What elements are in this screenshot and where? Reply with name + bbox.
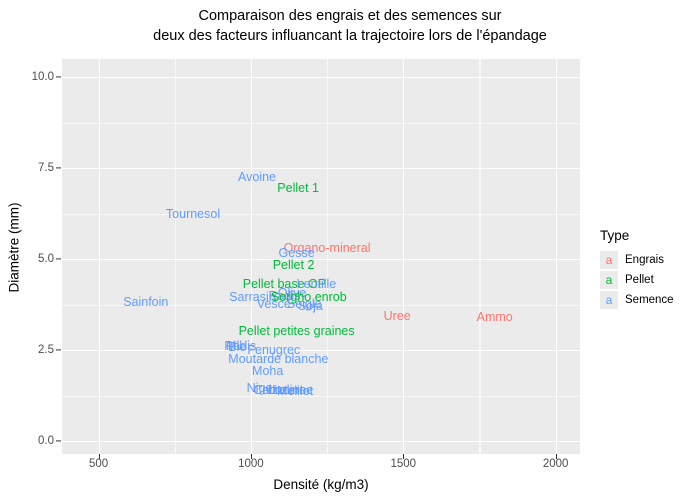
legend: Type a Engrais a Pellet a Semence [600,228,700,310]
legend-title: Type [600,228,630,243]
legend-item[interactable]: a Semence [600,290,700,310]
gridline-horizontal-minor [62,122,580,124]
data-point-label: Avoine [238,170,276,185]
data-point-label: Colza [253,382,286,397]
data-point-label: Ammo [476,310,513,325]
data-point-label: Pellet 2 [272,257,315,272]
data-point-label: Mil [226,338,243,353]
y-tick-label: 7.5 [38,162,54,175]
data-point-label: Olive [277,285,307,300]
x-tick-label: 1500 [390,458,417,470]
gridline-horizontal-minor [62,304,580,306]
chart-title: Comparaison des engrais et des semences … [0,6,700,46]
gridline-vertical-minor [327,59,329,454]
y-tick-label: 0.0 [38,435,54,448]
y-tick-mark [56,440,61,442]
x-axis-title: Densité (kg/m3) [273,477,369,492]
gridline-vertical-minor [174,59,176,454]
gridline-horizontal-major [62,259,580,261]
data-point-label: Uree [383,309,411,324]
legend-key-glyph: a [600,271,618,289]
y-tick-label: 2.5 [38,344,54,357]
y-tick-mark [56,349,61,351]
y-tick-mark [56,258,61,260]
data-point-label: Radis [268,288,301,303]
data-point-label: Lentille [296,276,337,291]
data-point-label: Pellet base OP [242,276,327,291]
y-tick-label: 10.0 [31,71,54,84]
gridline-horizontal-major [62,441,580,443]
data-point-label: Seigle [286,297,322,312]
gridline-horizontal-minor [62,213,580,215]
gridline-vertical-major [555,59,557,454]
data-point-label: Niger [246,381,277,396]
data-point-label: Pellet petites graines [238,324,355,339]
data-point-label: Gesse [278,245,315,260]
legend-item-label: Semence [625,294,674,306]
x-tick-mark [403,454,405,459]
x-tick-mark [555,454,557,459]
gridline-horizontal-major [62,77,580,79]
x-tick-label: 1000 [238,458,264,470]
legend-item-label: Engrais [625,254,664,266]
data-point-label: Sorgho enrob [270,290,347,305]
data-point-label: Melilot [277,383,314,398]
data-point-label: Luzerne [267,382,314,397]
legend-key-glyph: a [600,291,618,309]
chart-title-line-2: deux des facteurs influancant la traject… [153,28,547,44]
legend-item-label: Pellet [625,274,654,286]
data-point-label: Vesce [256,296,291,311]
gridline-horizontal-minor [62,395,580,397]
legend-key-glyph: a [600,251,618,269]
data-point-label: Fenugrec [247,342,301,357]
x-tick-mark [250,454,253,459]
gridline-horizontal-major [62,350,580,352]
plot-panel: Avoine Pellet 1 Tournesol Organo-mineral Ges… [62,59,580,454]
gridline-vertical-minor [479,59,481,454]
data-point-label: Radis [224,338,257,353]
gridline-vertical-major [98,59,100,454]
gridline-vertical-major [403,59,405,454]
data-point-label: Moutarde blanche [228,352,329,367]
data-point-label: Pellet 1 [277,180,319,195]
chart-title-line-1: Comparaison des engrais et des semences … [198,8,502,24]
data-point-label: Cameline [253,382,307,397]
legend-item[interactable]: a Pellet [600,270,700,290]
x-tick-label: 500 [88,458,109,470]
x-tick-mark [98,454,100,459]
data-point-label: Organo-mineral [283,241,371,256]
y-tick-mark [56,167,61,169]
y-axis-title: Diamètre (mm) [6,202,22,293]
data-point-label: Moha [252,363,284,378]
legend-item[interactable]: a Engrais [600,250,700,270]
y-tick-mark [56,76,61,78]
data-point-label: Sainfoin [123,294,169,309]
x-tick-label: 2000 [542,458,569,470]
data-point-label: Ble [228,339,247,354]
data-point-label: Tournesol [165,206,221,221]
gridline-horizontal-major [62,168,580,170]
data-point-label: Sarrasin [229,289,276,304]
y-tick-label: 5.0 [38,253,54,266]
gridline-vertical-major [250,59,253,454]
data-point-label: Soja [297,298,323,313]
legend-items: a Engrais a Pellet a Semence [600,250,700,310]
